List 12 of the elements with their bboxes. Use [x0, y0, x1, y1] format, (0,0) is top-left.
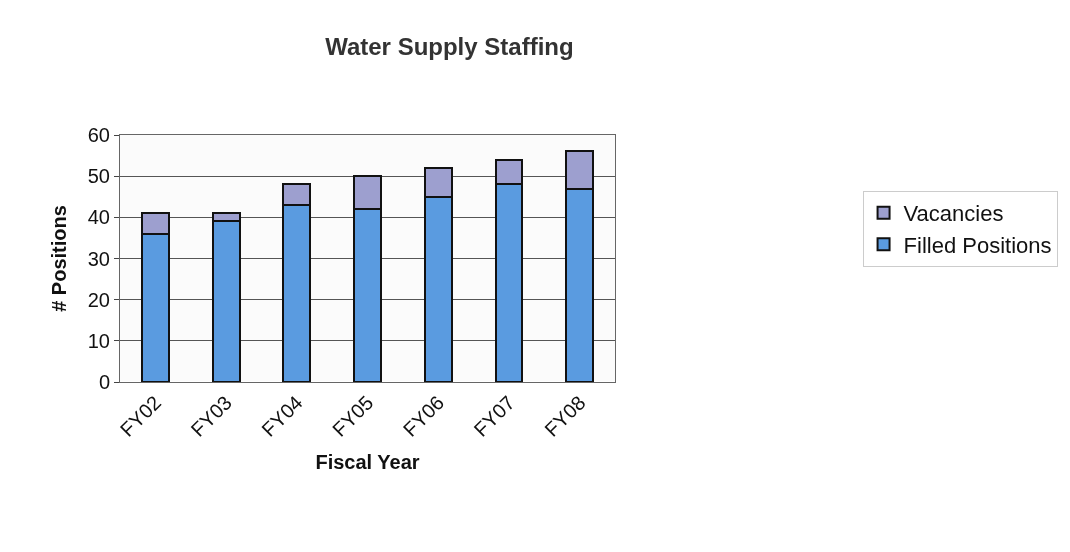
y-tick-label: 10 [87, 329, 110, 352]
y-tick-label: 40 [87, 206, 110, 229]
y-axis-title: # Positions [48, 205, 71, 312]
legend-label: Vacancies [903, 201, 1004, 227]
y-tick-label: 60 [87, 124, 110, 146]
legend-label: Filled Positions [903, 232, 1052, 258]
chart-title: Water Supply Staffing [325, 33, 574, 61]
y-tick-label: 30 [87, 247, 110, 270]
y-tick-label: 20 [87, 288, 110, 311]
x-axis-title: Fiscal Year [315, 451, 420, 474]
y-tick-label: 50 [87, 165, 110, 188]
y-tick-label: 0 [98, 371, 110, 393]
